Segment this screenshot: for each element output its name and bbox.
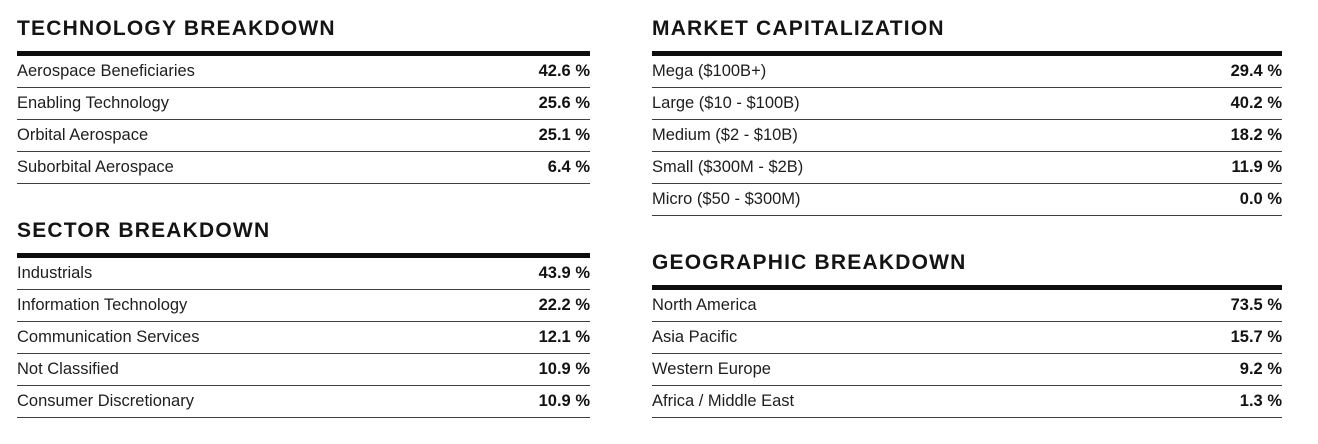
table-row: Consumer Discretionary 10.9 % bbox=[17, 386, 590, 418]
row-value: 18.2 % bbox=[1230, 126, 1282, 144]
table-row: Western Europe 9.2 % bbox=[652, 354, 1282, 386]
row-label: Information Technology bbox=[17, 296, 188, 314]
row-value: 73.5 % bbox=[1230, 296, 1282, 314]
table-row: Medium ($2 - $10B) 18.2 % bbox=[652, 120, 1282, 152]
table-row: Enabling Technology 25.6 % bbox=[17, 88, 590, 120]
row-value: 42.6 % bbox=[538, 62, 590, 80]
title-rule bbox=[652, 285, 1282, 290]
market-capitalization-table: MARKET CAPITALIZATION Mega ($100B+) 29.4… bbox=[652, 18, 1282, 216]
table-title: GEOGRAPHIC BREAKDOWN bbox=[652, 251, 967, 274]
table-row: Information Technology 22.2 % bbox=[17, 290, 590, 322]
table-row: Industrials 43.9 % bbox=[17, 258, 590, 290]
table-row: North America 73.5 % bbox=[652, 290, 1282, 322]
row-value: 25.6 % bbox=[538, 94, 590, 112]
table-row: Aerospace Beneficiaries 42.6 % bbox=[17, 56, 590, 88]
row-label: Small ($300M - $2B) bbox=[652, 158, 804, 176]
row-label: Industrials bbox=[17, 264, 93, 282]
table-row: Small ($300M - $2B) 11.9 % bbox=[652, 152, 1282, 184]
table-row: Micro ($50 - $300M) 0.0 % bbox=[652, 184, 1282, 216]
row-value: 40.2 % bbox=[1230, 94, 1282, 112]
row-label: Communication Services bbox=[17, 328, 200, 346]
row-value: 11.9 % bbox=[1231, 158, 1282, 176]
row-label: Asia Pacific bbox=[652, 328, 738, 346]
row-label: North America bbox=[652, 296, 757, 314]
table-row: Not Classified 10.9 % bbox=[17, 354, 590, 386]
row-label: Aerospace Beneficiaries bbox=[17, 62, 195, 80]
left-column: TECHNOLOGY BREAKDOWN Aerospace Beneficia… bbox=[17, 0, 590, 418]
row-value: 22.2 % bbox=[538, 296, 590, 314]
row-label: Consumer Discretionary bbox=[17, 392, 194, 410]
row-value: 9.2 % bbox=[1239, 360, 1282, 378]
title-rule bbox=[17, 51, 590, 56]
row-label: Large ($10 - $100B) bbox=[652, 94, 800, 112]
sector-breakdown-table: SECTOR BREAKDOWN Industrials 43.9 % Info… bbox=[17, 220, 590, 418]
table-title: SECTOR BREAKDOWN bbox=[17, 219, 271, 242]
right-column: MARKET CAPITALIZATION Mega ($100B+) 29.4… bbox=[652, 0, 1282, 418]
row-label: Micro ($50 - $300M) bbox=[652, 190, 801, 208]
row-value: 15.7 % bbox=[1230, 328, 1282, 346]
table-title: MARKET CAPITALIZATION bbox=[652, 17, 945, 40]
table-row: Large ($10 - $100B) 40.2 % bbox=[652, 88, 1282, 120]
table-row: Communication Services 12.1 % bbox=[17, 322, 590, 354]
row-label: Western Europe bbox=[652, 360, 771, 378]
row-label: Africa / Middle East bbox=[652, 392, 795, 410]
row-label: Orbital Aerospace bbox=[17, 126, 149, 144]
row-value: 6.4 % bbox=[547, 158, 590, 176]
geographic-breakdown-table: GEOGRAPHIC BREAKDOWN North America 73.5 … bbox=[652, 252, 1282, 418]
table-row: Asia Pacific 15.7 % bbox=[652, 322, 1282, 354]
row-value: 0.0 % bbox=[1239, 190, 1282, 208]
table-row: Africa / Middle East 1.3 % bbox=[652, 386, 1282, 418]
row-value: 12.1 % bbox=[538, 328, 590, 346]
row-value: 25.1 % bbox=[538, 126, 590, 144]
row-label: Mega ($100B+) bbox=[652, 62, 767, 80]
technology-breakdown-table: TECHNOLOGY BREAKDOWN Aerospace Beneficia… bbox=[17, 18, 590, 184]
row-value: 10.9 % bbox=[538, 360, 590, 378]
table-row: Orbital Aerospace 25.1 % bbox=[17, 120, 590, 152]
table-row: Mega ($100B+) 29.4 % bbox=[652, 56, 1282, 88]
row-label: Suborbital Aerospace bbox=[17, 158, 174, 176]
title-rule bbox=[652, 51, 1282, 56]
table-title: TECHNOLOGY BREAKDOWN bbox=[17, 17, 336, 40]
row-value: 1.3 % bbox=[1239, 392, 1282, 410]
row-value: 10.9 % bbox=[538, 392, 590, 410]
title-rule bbox=[17, 253, 590, 258]
row-value: 29.4 % bbox=[1230, 62, 1282, 80]
row-label: Enabling Technology bbox=[17, 94, 169, 112]
table-row: Suborbital Aerospace 6.4 % bbox=[17, 152, 590, 184]
row-label: Medium ($2 - $10B) bbox=[652, 126, 798, 144]
row-label: Not Classified bbox=[17, 360, 119, 378]
row-value: 43.9 % bbox=[538, 264, 590, 282]
